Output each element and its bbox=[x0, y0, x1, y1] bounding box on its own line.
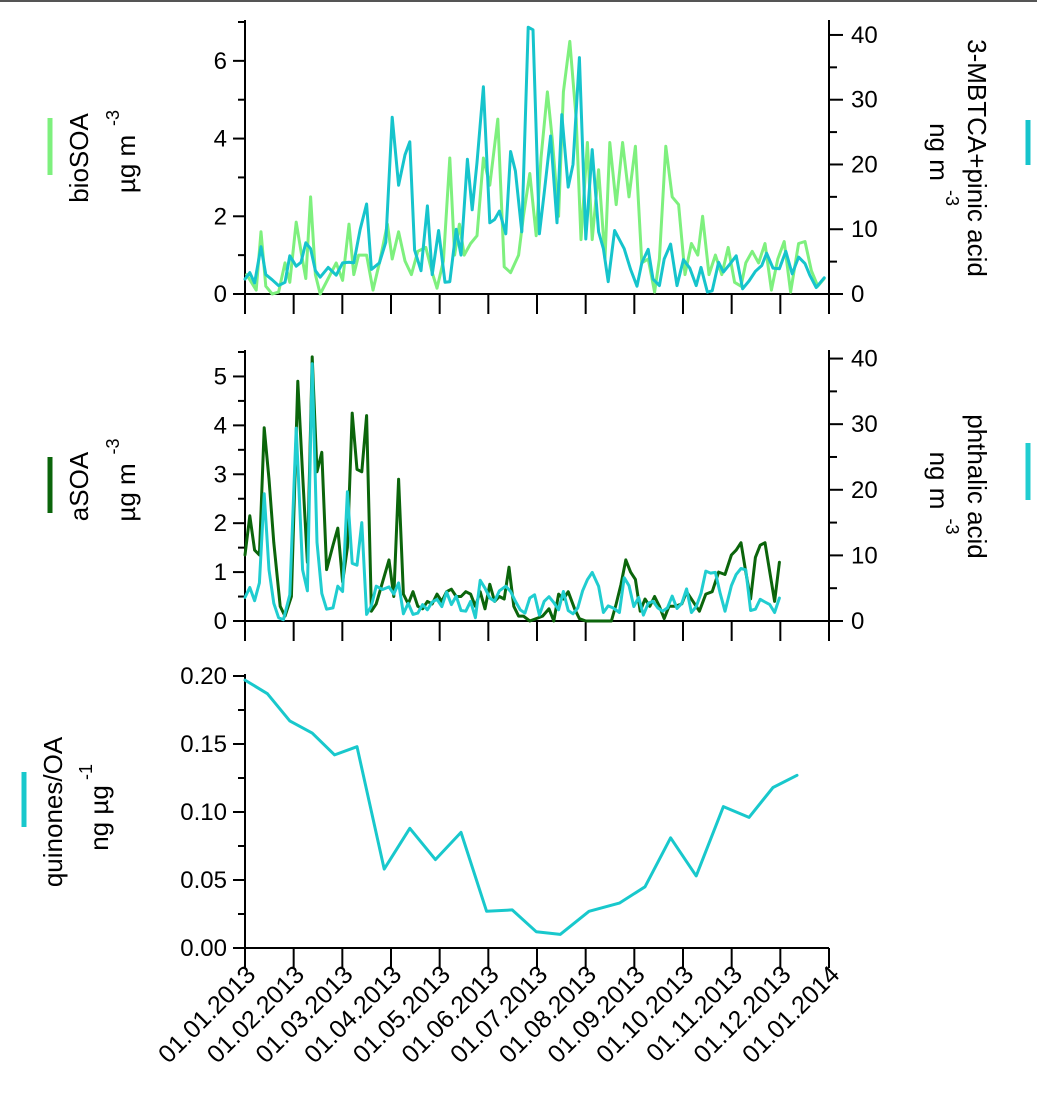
left-tick-label: 2 bbox=[214, 203, 227, 230]
left-axis-title: bioSOA bbox=[64, 113, 94, 203]
right-axis-title: 3-MBTCA+pinic acid bbox=[962, 39, 992, 277]
left-axis-label: aSOA µg m -3 bbox=[64, 438, 141, 521]
right-axis-unit-text: ng m bbox=[924, 452, 954, 510]
left-axis-unit-text: ng µg bbox=[84, 785, 114, 851]
right-tick-label: 0 bbox=[851, 608, 864, 635]
left-axis-title: aSOA bbox=[64, 451, 94, 521]
left-tick-label: 1 bbox=[214, 559, 227, 586]
left-axis-unit: ng µg -1 bbox=[76, 764, 114, 851]
right-tick-label: 40 bbox=[851, 22, 878, 49]
right-axis-label: 3-MBTCA+pinic acid ng m -3 bbox=[924, 39, 992, 277]
series-line-mbtca bbox=[243, 25, 826, 294]
right-axis-unit-exponent: -3 bbox=[942, 518, 962, 534]
series-line-phthalic bbox=[243, 362, 781, 622]
left-axis-unit: µg m -3 bbox=[103, 438, 141, 521]
top-border-line bbox=[0, 0, 1037, 2]
panel-top-biosoa: 0 2 4 6 bioSOA µg m -3 0 10 20 30 40 3-MBTCA+pinic a… bbox=[47, 20, 1031, 314]
left-tick-label: 3 bbox=[214, 461, 227, 488]
right-tick-label: 30 bbox=[851, 411, 878, 438]
right-tick-label: 40 bbox=[851, 346, 878, 373]
left-axis-title: quinones/OA bbox=[38, 736, 68, 887]
x-axis-date-labels: 01.01.201301.02.201301.03.201301.04.2013… bbox=[153, 960, 845, 1068]
left-tick-label: 4 bbox=[214, 412, 227, 439]
left-tick-label: 0 bbox=[214, 608, 227, 635]
left-axis-unit-text: µg m bbox=[111, 135, 141, 193]
right-axis-unit-exponent: -3 bbox=[942, 190, 962, 206]
right-axis-unit: ng m -3 bbox=[924, 123, 962, 206]
panel-bottom-quinones: 0.00 0.05 0.10 0.15 0.20 quinones/OA ng µg -1 bbox=[21, 663, 830, 968]
left-tick-label: 4 bbox=[214, 126, 227, 153]
right-tick-label: 10 bbox=[851, 216, 878, 243]
left-axis-unit-exponent: -3 bbox=[103, 438, 123, 454]
left-tick-label: 0.20 bbox=[180, 663, 227, 690]
right-tick-label: 20 bbox=[851, 151, 878, 178]
left-axis-unit-text: µg m bbox=[111, 463, 141, 521]
left-tick-label: 6 bbox=[214, 48, 227, 75]
left-tick-label: 0.10 bbox=[180, 799, 227, 826]
left-axis-unit: µg m -3 bbox=[103, 110, 141, 193]
right-axis-unit-text: ng m bbox=[924, 123, 954, 181]
series-line-asoa bbox=[243, 355, 781, 623]
right-axis-label: phthalic acid ng m -3 bbox=[924, 414, 992, 559]
left-tick-label: 5 bbox=[214, 363, 227, 390]
left-axis-label: quinones/OA ng µg -1 bbox=[38, 736, 114, 887]
right-tick-label: 10 bbox=[851, 542, 878, 569]
series-line-quinones bbox=[243, 678, 799, 936]
left-tick-label: 2 bbox=[214, 510, 227, 537]
left-tick-label: 0 bbox=[214, 281, 227, 308]
left-axis-label: bioSOA µg m -3 bbox=[64, 110, 141, 203]
right-tick-label: 30 bbox=[851, 87, 878, 114]
left-axis-unit-exponent: -1 bbox=[76, 764, 96, 780]
right-axis-unit: ng m -3 bbox=[924, 452, 962, 535]
right-tick-label: 20 bbox=[851, 477, 878, 504]
left-tick-label: 0.15 bbox=[180, 731, 227, 758]
right-tick-label: 0 bbox=[851, 281, 864, 308]
left-tick-label: 0.05 bbox=[180, 867, 227, 894]
left-axis-unit-exponent: -3 bbox=[103, 110, 123, 126]
right-axis-title: phthalic acid bbox=[962, 414, 992, 559]
left-tick-label: 0.00 bbox=[180, 935, 227, 962]
